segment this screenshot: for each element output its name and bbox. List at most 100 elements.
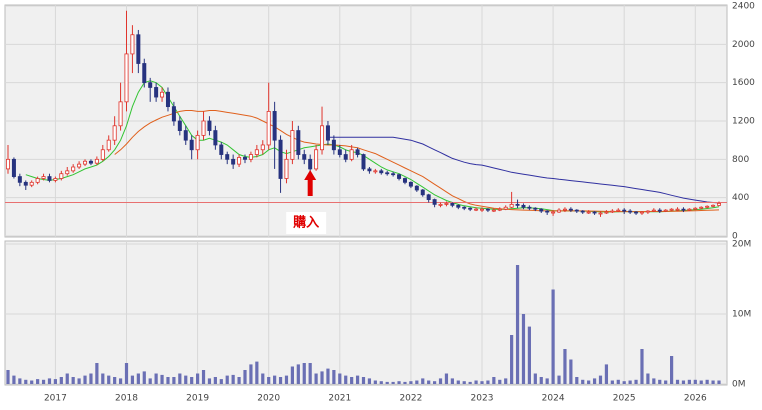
candle-body: [391, 173, 396, 176]
volume-bar: [201, 370, 206, 384]
volume-bar: [379, 381, 383, 384]
volume-bar: [545, 378, 549, 384]
candle-body: [266, 111, 271, 146]
volume-bar: [462, 381, 466, 384]
volume-bar: [320, 371, 324, 384]
candle-body: [142, 63, 147, 84]
candle-body: [260, 144, 265, 151]
candle-body: [242, 157, 247, 160]
volume-bar: [154, 373, 158, 384]
volume-bar: [350, 377, 354, 384]
candle-body: [420, 189, 425, 196]
candle-body: [444, 203, 449, 205]
volume-bar: [699, 380, 703, 384]
volume-bar: [592, 378, 597, 384]
volume-bar: [107, 375, 111, 384]
candle-body: [361, 154, 366, 170]
candle-body: [675, 208, 680, 211]
volume-bar: [664, 380, 668, 384]
candle-body: [456, 204, 461, 208]
volume-bar: [687, 379, 691, 384]
volume-bar: [296, 364, 300, 384]
candle-body: [29, 181, 34, 186]
candle-body: [171, 106, 176, 122]
volume-bar: [474, 380, 478, 384]
candle-body: [290, 130, 295, 160]
volume-bar: [480, 381, 484, 384]
annotation-box: [286, 212, 327, 234]
candle-body: [343, 154, 348, 160]
candle-body: [485, 208, 490, 211]
candle-body: [225, 154, 230, 160]
volume-bar: [196, 373, 200, 384]
volume-bar: [634, 379, 638, 384]
volume-bar: [409, 381, 413, 384]
volume-bar: [267, 377, 271, 384]
annotation-arrow: [304, 170, 317, 196]
volume-bar: [498, 379, 502, 384]
candle-body: [693, 207, 698, 210]
volume-bar: [403, 381, 407, 384]
volume-bar: [675, 379, 680, 384]
volume-bar: [83, 375, 87, 384]
y-tick-label: 800: [732, 155, 749, 165]
candle-body: [320, 125, 325, 151]
candle-body: [539, 208, 544, 212]
candle-body: [308, 158, 313, 170]
volume-bar: [539, 377, 543, 384]
volume-bar: [65, 373, 69, 384]
candle-body: [616, 209, 621, 212]
candle-body: [213, 130, 218, 146]
candle-body: [711, 204, 716, 207]
candle-body: [112, 125, 117, 141]
candle-body: [302, 154, 307, 160]
candle-body: [154, 87, 159, 98]
volume-bar: [148, 378, 152, 384]
x-tick-label: 2022: [399, 394, 422, 404]
volume-bar: [53, 379, 57, 384]
volume-bar: [355, 375, 360, 384]
y-tick-label: 20M: [732, 240, 751, 250]
annotation-label: 購入: [292, 215, 319, 231]
candle-body: [628, 210, 633, 213]
candle-body: [574, 209, 579, 212]
candle-body: [23, 181, 28, 186]
candle-body: [11, 158, 16, 177]
candle-body: [124, 53, 129, 103]
candle-body: [527, 206, 532, 209]
volume-bar: [302, 363, 306, 384]
volume-bar: [604, 364, 609, 384]
volume-bar: [249, 364, 253, 384]
candle-body: [426, 194, 431, 200]
volume-bar: [616, 379, 620, 384]
volume-bar: [243, 370, 247, 384]
volume-bar: [255, 361, 259, 384]
volume-bar: [95, 363, 99, 384]
candle-body: [367, 168, 372, 172]
x-tick-label: 2019: [186, 394, 209, 404]
volume-bar: [646, 373, 650, 384]
candle-body: [355, 149, 360, 155]
volume-bar: [231, 374, 235, 384]
volume-bar: [41, 379, 46, 384]
volume-bar: [717, 380, 721, 384]
candle-body: [681, 208, 686, 211]
volume-bar: [130, 375, 135, 384]
volume-bar: [113, 377, 117, 384]
candle-body: [349, 149, 354, 160]
volume-bar: [610, 380, 614, 384]
volume-bar: [178, 373, 182, 384]
volume-bar: [237, 377, 241, 384]
volume-bar: [308, 363, 312, 384]
moving-average: [327, 136, 720, 204]
x-tick-label: 2017: [44, 394, 67, 404]
candle-body: [53, 178, 58, 181]
volume-bar: [492, 377, 496, 384]
candle-body: [610, 210, 615, 213]
candle-body: [385, 172, 390, 175]
volume-bar: [47, 378, 52, 384]
candle-body: [479, 208, 484, 211]
volume-bar: [385, 381, 389, 384]
candle-body: [118, 101, 123, 127]
